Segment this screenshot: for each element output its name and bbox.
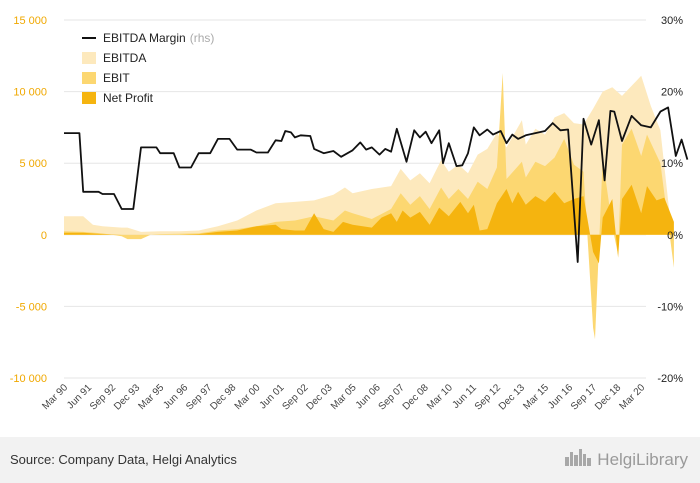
- right-axis-ticks: 30% 20% 10% 0% -10% -20%: [657, 15, 683, 385]
- y-right-tick-label: 10%: [661, 158, 683, 170]
- y-right-tick-label: -20%: [657, 373, 683, 385]
- line-ebitda-margin: [64, 106, 689, 263]
- legend: EBITDA Margin (rhs) EBITDA EBIT Net Profit: [82, 31, 214, 105]
- y-right-tick-label: 30%: [661, 15, 683, 27]
- y-right-tick-label: -10%: [657, 301, 683, 313]
- legend-label: Net Profit: [103, 91, 154, 105]
- x-tick-label: Mar 20: [618, 382, 648, 412]
- legend-swatch: [82, 52, 96, 64]
- footer: Source: Company Data, Helgi Analytics He…: [0, 437, 700, 483]
- x-tick-label: Dec 98: [208, 382, 238, 412]
- line-series: [64, 106, 689, 263]
- y-right-tick-label: 20%: [661, 87, 683, 99]
- x-tick-label: Mar 15: [521, 382, 551, 412]
- city-skyline-icon: [565, 448, 592, 471]
- left-axis-ticks: 15 000 10 000 5 000 0 -5 000 -10 000: [10, 15, 47, 385]
- x-tick-label: Dec 18: [593, 382, 623, 412]
- y-left-tick-label: -5 000: [16, 301, 47, 313]
- y-left-tick-label: 0: [41, 230, 47, 242]
- x-tick-label: Mar 95: [137, 382, 167, 412]
- x-tick-label: Dec 03: [304, 382, 334, 412]
- chart: 15 000 10 000 5 000 0 -5 000 -10 000 30% 20% 10…: [10, 15, 689, 413]
- x-tick-label: Mar 00: [233, 382, 263, 412]
- y-right-tick-label: 0%: [667, 230, 683, 242]
- area-net-profit: [64, 184, 674, 264]
- x-tick-label: Dec 13: [497, 382, 527, 412]
- x-tick-label: Mar 10: [425, 382, 455, 412]
- x-tick-label: Mar 05: [329, 382, 359, 412]
- area-series: [64, 73, 674, 340]
- legend-swatch: [82, 92, 96, 104]
- x-tick-label: Mar 90: [40, 382, 70, 412]
- y-left-tick-label: 15 000: [13, 15, 47, 27]
- y-left-tick-label: 10 000: [13, 87, 47, 99]
- legend-swatch: [82, 72, 96, 84]
- y-left-tick-label: 5 000: [19, 158, 47, 170]
- brand-logo: HelgiLibrary: [565, 448, 688, 471]
- x-tick-label: Dec 08: [401, 382, 431, 412]
- y-left-tick-label: -10 000: [10, 373, 47, 385]
- source-text: Source: Company Data, Helgi Analytics: [10, 452, 237, 467]
- x-tick-label: Dec 93: [112, 382, 142, 412]
- legend-label: EBITDA Margin (rhs): [103, 31, 214, 45]
- legend-label: EBIT: [103, 71, 130, 85]
- legend-label: EBITDA: [103, 51, 146, 65]
- brand-name: HelgiLibrary: [597, 449, 688, 469]
